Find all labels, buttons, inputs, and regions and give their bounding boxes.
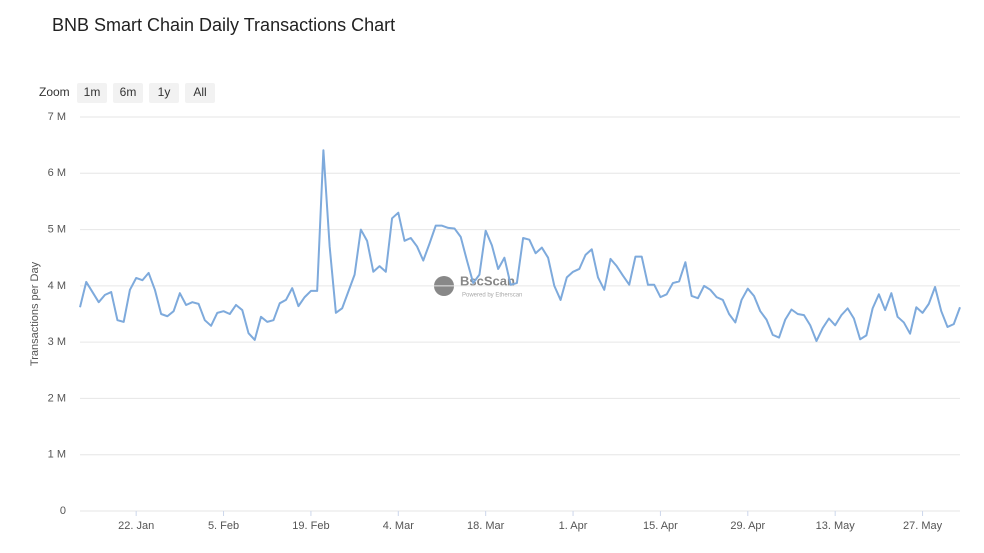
x-tick-label: 29. Apr xyxy=(730,520,765,532)
x-tick-label: 27. May xyxy=(903,520,943,532)
zoom-button-label[interactable]: All xyxy=(193,85,206,99)
zoom-button-label[interactable]: 1y xyxy=(158,85,171,99)
zoom-buttons: 1m 6m 1y All xyxy=(77,83,215,103)
zoom-button[interactable] xyxy=(185,83,215,103)
x-tick-label: 1. Apr xyxy=(559,520,588,532)
watermark-name: BscScan xyxy=(460,273,515,288)
y-tick-label: 6 M xyxy=(48,167,66,179)
zoom-button[interactable] xyxy=(77,83,107,103)
zoom-button[interactable] xyxy=(113,83,143,103)
watermark-tagline: Powered by Etherscan xyxy=(462,293,522,299)
x-tick-label: 4. Mar xyxy=(383,520,415,532)
y-tick-label: 2 M xyxy=(48,392,66,404)
y-tick-label: 7 M xyxy=(48,111,66,123)
x-tick-label: 18. Mar xyxy=(467,520,505,532)
y-tick-label: 3 M xyxy=(48,336,66,348)
x-tick-label: 13. May xyxy=(816,520,856,532)
x-tick-label: 22. Jan xyxy=(118,520,154,532)
zoom-button-label[interactable]: 1m xyxy=(84,85,101,99)
y-tick-label: 4 M xyxy=(48,280,66,292)
x-tick-label: 19. Feb xyxy=(292,520,329,532)
zoom-button-label[interactable]: 6m xyxy=(120,85,137,99)
y-tick-label: 1 M xyxy=(48,449,66,461)
x-tick-label: 5. Feb xyxy=(208,520,239,532)
data-line xyxy=(79,149,961,343)
zoom-label: Zoom xyxy=(39,85,70,99)
y-tick-label: 0 xyxy=(60,505,66,517)
y-axis-label: Transactions per Day xyxy=(29,261,41,366)
y-tick-label: 5 M xyxy=(48,223,66,235)
chart-title: BNB Smart Chain Daily Transactions Chart xyxy=(52,15,395,35)
x-tick-label: 15. Apr xyxy=(643,520,678,532)
zoom-button[interactable] xyxy=(149,83,179,103)
